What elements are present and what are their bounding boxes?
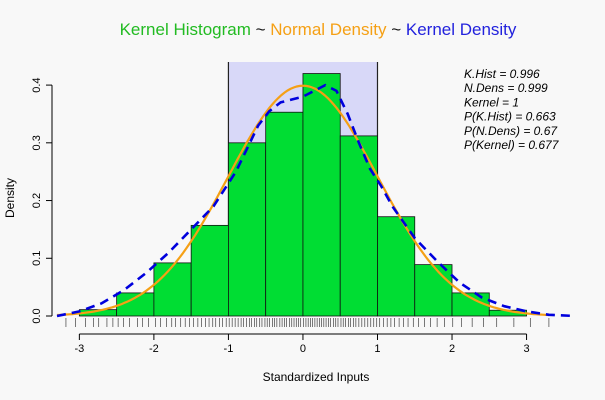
histogram-bar-4 (228, 142, 267, 317)
histogram-bars (78, 73, 527, 317)
chart-title: Kernel Histogram ~ Normal Density ~ Kern… (120, 20, 517, 39)
title-part-2: Normal Density (270, 20, 387, 39)
x-tick-label-1: -2 (149, 343, 159, 355)
y-axis-label: Density (3, 178, 17, 218)
rug-marks (65, 318, 550, 327)
x-tick-label-3: 0 (300, 343, 306, 355)
density-lines (56, 83, 576, 318)
x-tick-label-0: -3 (74, 343, 84, 355)
stat-line-1: N.Dens = 0.999 (464, 81, 548, 95)
x-tick-label-4: 1 (374, 343, 380, 355)
y-tick-label-2: 0.2 (31, 193, 43, 208)
stat-line-0: K.Hist = 0.996 (464, 67, 540, 81)
stat-line-4: P(N.Dens) = 0.67 (464, 124, 558, 138)
axes: -3 -2 -1 0 1 2 3 0.0 0.1 0.2 0.3 0.4 (31, 77, 530, 355)
histogram-bar-6 (302, 73, 341, 317)
histogram-bar-2 (153, 262, 192, 317)
histogram-bar-5 (265, 111, 304, 317)
histogram-bar-9 (414, 264, 453, 317)
y-tick-label-3: 0.3 (31, 135, 43, 150)
title-part-4: Kernel Density (406, 20, 517, 39)
histogram-bar-7 (339, 135, 378, 317)
stat-line-3: P(K.Hist) = 0.663 (464, 110, 556, 124)
stat-line-2: Kernel = 1 (464, 95, 519, 109)
y-tick-label-1: 0.1 (31, 251, 43, 266)
title-part-0: Kernel Histogram (120, 20, 251, 39)
x-tick-label-5: 2 (449, 343, 455, 355)
y-tick-label-4: 0.4 (31, 77, 43, 92)
x-tick-label-6: 3 (523, 343, 529, 355)
title-part-3: ~ (386, 20, 405, 39)
histogram-bar-3 (190, 224, 229, 317)
title-part-1: ~ (251, 20, 270, 39)
stat-line-5: P(Kernel) = 0.677 (464, 138, 560, 152)
histogram-bar-10 (451, 292, 490, 317)
x-tick-label-2: -1 (224, 343, 234, 355)
x-axis-label: Standardized Inputs (263, 370, 370, 384)
normal-density-line (56, 84, 549, 317)
y-tick-label-0: 0.0 (31, 308, 43, 323)
